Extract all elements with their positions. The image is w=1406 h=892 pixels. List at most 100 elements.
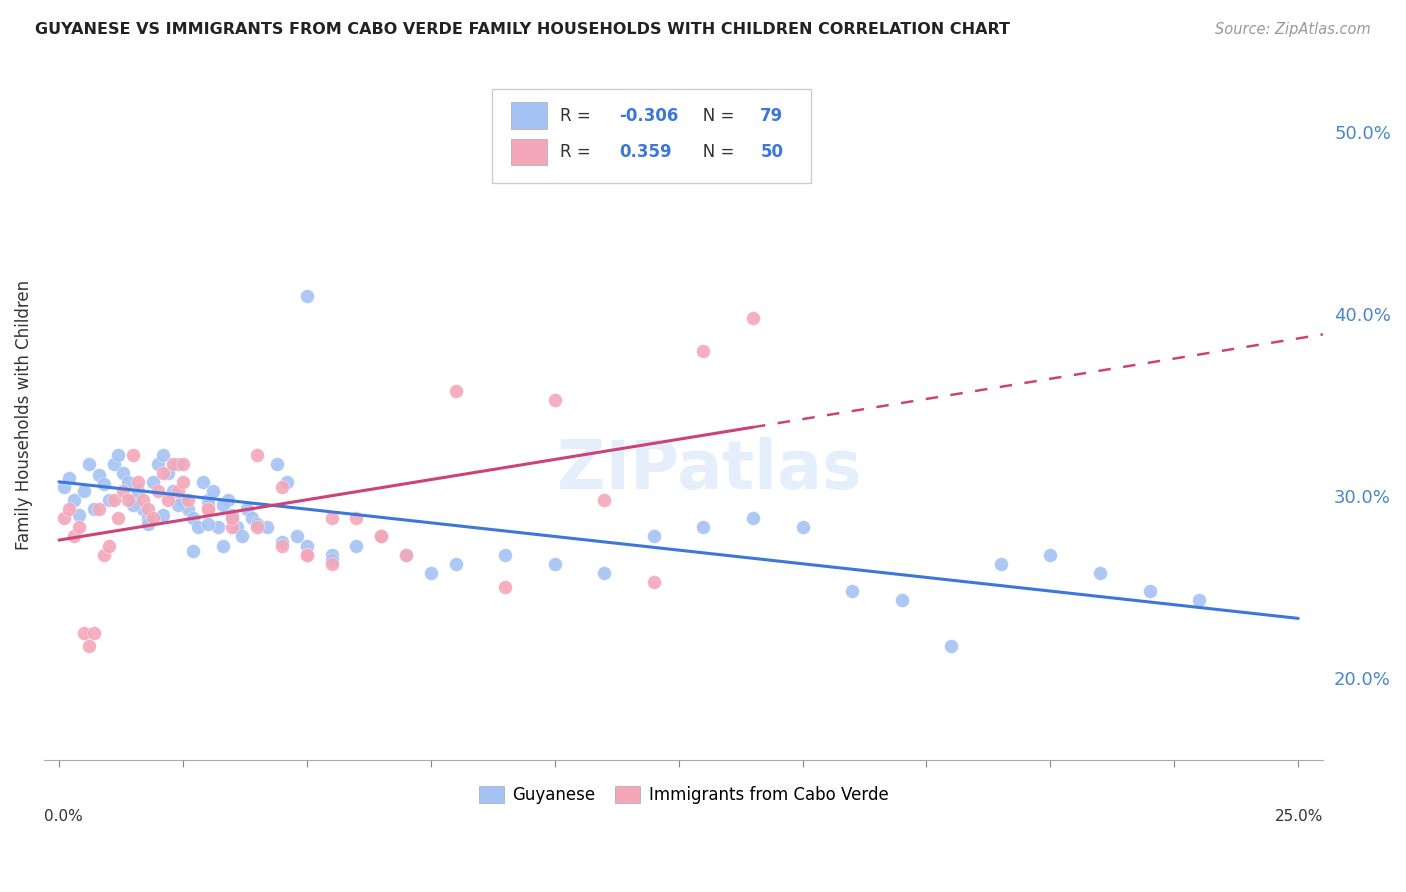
- Point: [246, 448, 269, 462]
- Point: [107, 448, 129, 462]
- Point: [73, 483, 96, 498]
- Point: [643, 529, 665, 543]
- Point: [266, 457, 288, 471]
- Point: [132, 502, 155, 516]
- Point: [321, 548, 343, 562]
- Point: [211, 499, 233, 513]
- Point: [122, 448, 145, 462]
- Point: [58, 502, 80, 516]
- Point: [191, 475, 214, 489]
- Point: [544, 392, 567, 407]
- Point: [419, 566, 441, 580]
- Bar: [510, 103, 547, 128]
- Point: [444, 557, 467, 571]
- Point: [593, 493, 616, 508]
- Point: [152, 448, 174, 462]
- Point: [162, 483, 184, 498]
- Point: [444, 384, 467, 398]
- Point: [63, 529, 86, 543]
- Point: [157, 466, 180, 480]
- Point: [136, 516, 159, 531]
- Text: -0.306: -0.306: [620, 106, 679, 125]
- Point: [285, 529, 308, 543]
- Point: [52, 511, 75, 525]
- Point: [792, 520, 814, 534]
- Point: [1088, 566, 1111, 580]
- Point: [67, 520, 90, 534]
- Point: [93, 476, 115, 491]
- Point: [136, 511, 159, 525]
- Point: [177, 502, 200, 516]
- Text: N =: N =: [688, 106, 740, 125]
- Point: [103, 457, 125, 471]
- FancyBboxPatch shape: [492, 89, 811, 183]
- Point: [593, 566, 616, 580]
- Point: [97, 493, 120, 508]
- Point: [544, 557, 567, 571]
- Point: [1188, 593, 1211, 607]
- Point: [344, 539, 367, 553]
- Point: [181, 511, 204, 525]
- Y-axis label: Family Households with Children: Family Households with Children: [15, 279, 32, 549]
- Point: [990, 557, 1012, 571]
- Point: [187, 520, 209, 534]
- Point: [167, 499, 190, 513]
- Point: [295, 548, 318, 562]
- Point: [93, 548, 115, 562]
- Text: R =: R =: [560, 144, 600, 161]
- Point: [117, 493, 139, 508]
- Point: [152, 466, 174, 480]
- Point: [157, 493, 180, 508]
- Point: [742, 511, 765, 525]
- Point: [67, 508, 90, 522]
- Point: [221, 508, 243, 522]
- Point: [643, 574, 665, 589]
- Bar: [510, 139, 547, 165]
- Point: [127, 483, 149, 498]
- Point: [321, 511, 343, 525]
- Point: [321, 553, 343, 567]
- Point: [197, 493, 219, 508]
- Point: [112, 466, 135, 480]
- Point: [172, 493, 194, 508]
- Point: [370, 529, 392, 543]
- Point: [692, 520, 714, 534]
- Point: [841, 584, 863, 599]
- Text: GUYANESE VS IMMIGRANTS FROM CABO VERDE FAMILY HOUSEHOLDS WITH CHILDREN CORRELATI: GUYANESE VS IMMIGRANTS FROM CABO VERDE F…: [35, 22, 1010, 37]
- Point: [692, 343, 714, 358]
- Point: [494, 581, 516, 595]
- Point: [231, 529, 253, 543]
- Point: [295, 548, 318, 562]
- Point: [295, 289, 318, 303]
- Point: [107, 511, 129, 525]
- Point: [890, 593, 912, 607]
- Point: [197, 502, 219, 516]
- Point: [211, 539, 233, 553]
- Point: [167, 483, 190, 498]
- Point: [122, 493, 145, 508]
- Point: [941, 639, 963, 653]
- Text: 50: 50: [761, 144, 783, 161]
- Point: [83, 626, 105, 640]
- Point: [344, 511, 367, 525]
- Point: [246, 520, 269, 534]
- Point: [321, 557, 343, 571]
- Point: [87, 502, 110, 516]
- Point: [256, 520, 278, 534]
- Point: [87, 467, 110, 482]
- Point: [221, 520, 243, 534]
- Point: [221, 511, 243, 525]
- Point: [127, 475, 149, 489]
- Point: [97, 539, 120, 553]
- Point: [77, 457, 100, 471]
- Point: [122, 499, 145, 513]
- Point: [117, 475, 139, 489]
- Point: [494, 548, 516, 562]
- Point: [1139, 584, 1161, 599]
- Point: [58, 471, 80, 485]
- Text: R =: R =: [560, 106, 596, 125]
- Point: [172, 457, 194, 471]
- Point: [77, 639, 100, 653]
- Point: [201, 483, 224, 498]
- Point: [246, 516, 269, 531]
